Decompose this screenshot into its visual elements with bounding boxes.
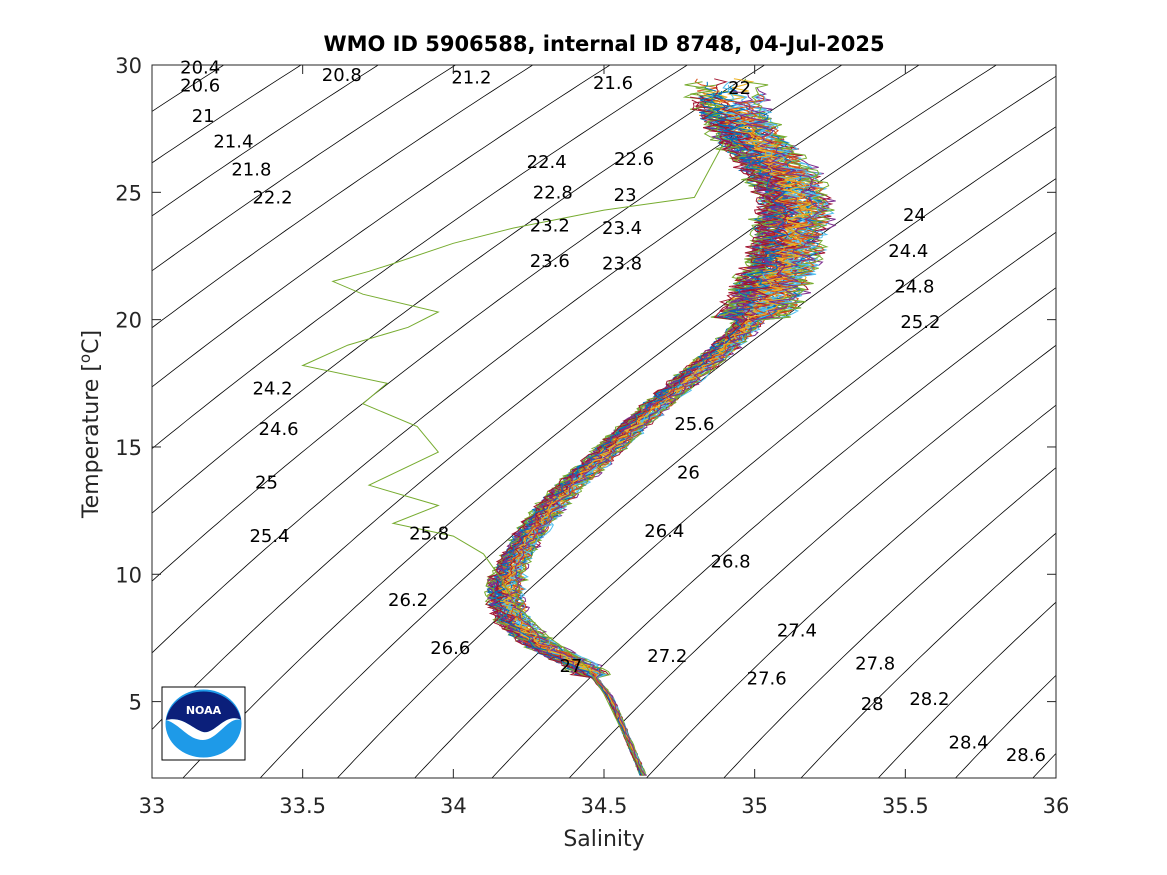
- x-tick-label: 34.5: [581, 794, 628, 818]
- contour-label-24.6: 24.6: [259, 419, 299, 440]
- contour-label-28: 28: [861, 694, 884, 715]
- x-tick-label: 35.5: [882, 794, 929, 818]
- y-axis: 5 10 15 20 25 30: [115, 54, 1056, 715]
- isopycnal-26.0: [152, 65, 920, 654]
- contour-label-26.4: 26.4: [644, 521, 684, 542]
- isopycnal-28.0: [800, 532, 1056, 778]
- isopycnal-25.2: [152, 65, 611, 388]
- y-tick-label: 25: [115, 181, 142, 205]
- contour-label-23.8: 23.8: [602, 254, 642, 275]
- isopycnal-28.2: [878, 601, 1056, 778]
- isopycnal-25.6: [152, 65, 765, 514]
- noaa-logo-text: NOAA: [186, 704, 222, 717]
- contour-label-23.4: 23.4: [602, 218, 642, 239]
- contour-label-21.8: 21.8: [231, 159, 271, 180]
- contour-label-28.2: 28.2: [909, 689, 949, 710]
- x-axis: 33 33.5 34 34.5 35 35.5 36: [139, 65, 1070, 818]
- isopycnal-26.8: [337, 178, 1056, 778]
- chart-title: WMO ID 5906588, internal ID 8748, 04-Jul…: [323, 32, 884, 56]
- contour-label-22.8: 22.8: [533, 182, 573, 203]
- contour-label-28.4: 28.4: [949, 732, 989, 753]
- y-axis-label-sup: o: [76, 354, 94, 363]
- isopycnal-26.4: [182, 75, 1056, 778]
- contour-label-22.2: 22.2: [252, 187, 292, 208]
- isopycnal-27.6: [646, 404, 1056, 778]
- contour-label-20.6: 20.6: [180, 75, 220, 96]
- y-tick-label: 20: [115, 309, 142, 333]
- contour-label-27: 27: [559, 656, 582, 677]
- contour-label-27.6: 27.6: [747, 669, 787, 690]
- isopycnal-24.8: [152, 65, 456, 272]
- contour-label-25.2: 25.2: [900, 312, 940, 333]
- isopycnal-24.6: [152, 65, 379, 217]
- isopycnal-25.4: [152, 65, 688, 450]
- x-tick-label: 36: [1043, 794, 1070, 818]
- profile-59: [500, 130, 814, 776]
- contour-label-21.2: 21.2: [451, 68, 491, 89]
- contour-label-24.4: 24.4: [888, 241, 928, 262]
- noaa-logo: NOAA: [161, 686, 246, 761]
- isopycnal-27.8: [723, 467, 1056, 778]
- contour-labels: 20.420.6 20.8 21.2 21.6 22 21 21.4 21.8 22.2 22.4…: [180, 58, 1046, 767]
- contour-label-21: 21: [192, 106, 215, 127]
- profile-57: [491, 90, 788, 776]
- contour-label-24: 24: [903, 205, 926, 226]
- contour-label-27.4: 27.4: [777, 620, 817, 641]
- contour-label-25: 25: [255, 473, 278, 494]
- isopycnal-25.8: [152, 65, 843, 582]
- contour-label-27.2: 27.2: [647, 646, 687, 667]
- y-axis-label-tail: C]: [79, 330, 104, 354]
- x-tick-label: 35: [741, 794, 768, 818]
- isopycnal-27.0: [414, 231, 1056, 778]
- isopycnal-25.0: [152, 65, 533, 329]
- y-tick-label: 10: [115, 563, 142, 587]
- contour-label-22.4: 22.4: [527, 152, 567, 173]
- x-tick-label: 34: [440, 794, 467, 818]
- contour-label-23.6: 23.6: [530, 251, 570, 272]
- contour-label-28.6: 28.6: [1006, 745, 1046, 766]
- x-tick-label: 33: [139, 794, 166, 818]
- y-axis-label-main: Temperature [: [79, 363, 104, 519]
- contour-label-23.2: 23.2: [530, 215, 570, 236]
- contour-label-24.2: 24.2: [252, 378, 292, 399]
- contour-label-27.8: 27.8: [855, 653, 895, 674]
- contour-label-24.8: 24.8: [894, 277, 934, 298]
- contour-label-23: 23: [614, 185, 637, 206]
- contour-label-21.4: 21.4: [213, 131, 253, 152]
- profile-outlier: [301, 141, 725, 776]
- y-tick-label: 5: [129, 691, 142, 715]
- contour-label-21.6: 21.6: [593, 73, 633, 94]
- profile-lines: [301, 78, 837, 776]
- contour-label-26.2: 26.2: [388, 590, 428, 611]
- x-tick-label: 33.5: [279, 794, 326, 818]
- contour-label-26.6: 26.6: [430, 638, 470, 659]
- plot-background: [152, 65, 1056, 778]
- x-axis-label: Salinity: [563, 827, 644, 852]
- profile-60: [505, 90, 826, 776]
- contour-label-26: 26: [677, 462, 700, 483]
- y-tick-label: 30: [115, 54, 142, 78]
- contour-label-20.8: 20.8: [322, 65, 362, 86]
- y-axis-label: Temperature [oC]: [76, 330, 104, 519]
- contour-label-25.6: 25.6: [674, 414, 714, 435]
- contour-label-22.6: 22.6: [614, 149, 654, 170]
- contour-label-25.4: 25.4: [249, 526, 289, 547]
- contour-label-22: 22: [728, 78, 751, 99]
- contour-label-25.8: 25.8: [409, 524, 449, 545]
- contour-label-20.4: 20.4: [180, 58, 220, 79]
- isopycnal-27.2: [491, 287, 1056, 778]
- y-tick-label: 15: [115, 436, 142, 460]
- isopycnal-27.4: [568, 344, 1056, 778]
- contour-label-26.8: 26.8: [711, 552, 751, 573]
